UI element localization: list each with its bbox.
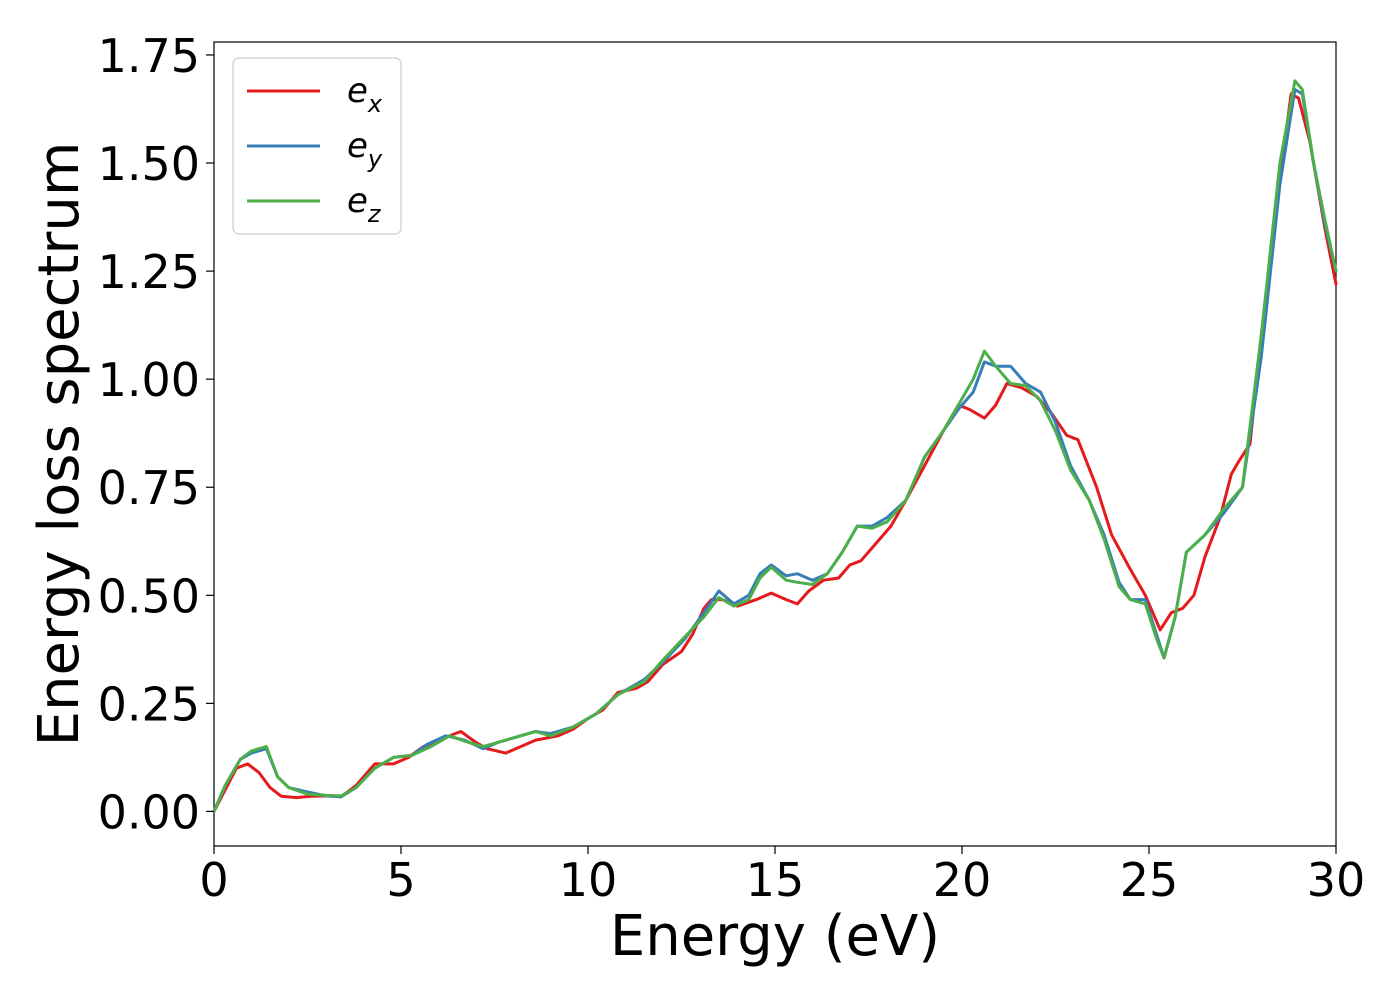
legend: ex ey ez — [232, 57, 402, 235]
y-tick-label: 0.75 — [98, 461, 200, 515]
x-axis-label: Energy (eV) — [610, 904, 940, 969]
y-tick-label: 1.50 — [98, 137, 200, 191]
y-tick-label: 0.50 — [98, 569, 200, 623]
series-line-e-z — [212, 79, 1338, 813]
y-tick-label: 0.00 — [98, 785, 200, 839]
y-axis-label: Energy loss spectrum — [27, 142, 92, 747]
x-tick-label: 30 — [1307, 853, 1366, 907]
x-tick-label: 25 — [1120, 853, 1179, 907]
legend-label: ey — [347, 126, 383, 173]
legend-label: ex — [347, 71, 383, 118]
y-tick-label: 1.75 — [98, 29, 200, 83]
x-tick-label: 10 — [559, 853, 618, 907]
x-tick-label: 5 — [386, 853, 415, 907]
x-tick-label: 15 — [746, 853, 805, 907]
y-axis: 0.00 0.25 0.50 0.75 1.00 1.25 1.50 1.75 — [98, 29, 214, 839]
series-line-e-x — [212, 92, 1338, 813]
x-tick-label: 0 — [199, 853, 228, 907]
x-axis: 0 5 10 15 20 25 30 — [199, 846, 1365, 907]
legend-label: ez — [347, 181, 382, 228]
y-tick-label: 0.25 — [98, 677, 200, 731]
series-layer — [212, 79, 1338, 813]
x-tick-label: 20 — [933, 853, 992, 907]
y-tick-label: 1.25 — [98, 245, 200, 299]
y-tick-label: 1.00 — [98, 353, 200, 407]
